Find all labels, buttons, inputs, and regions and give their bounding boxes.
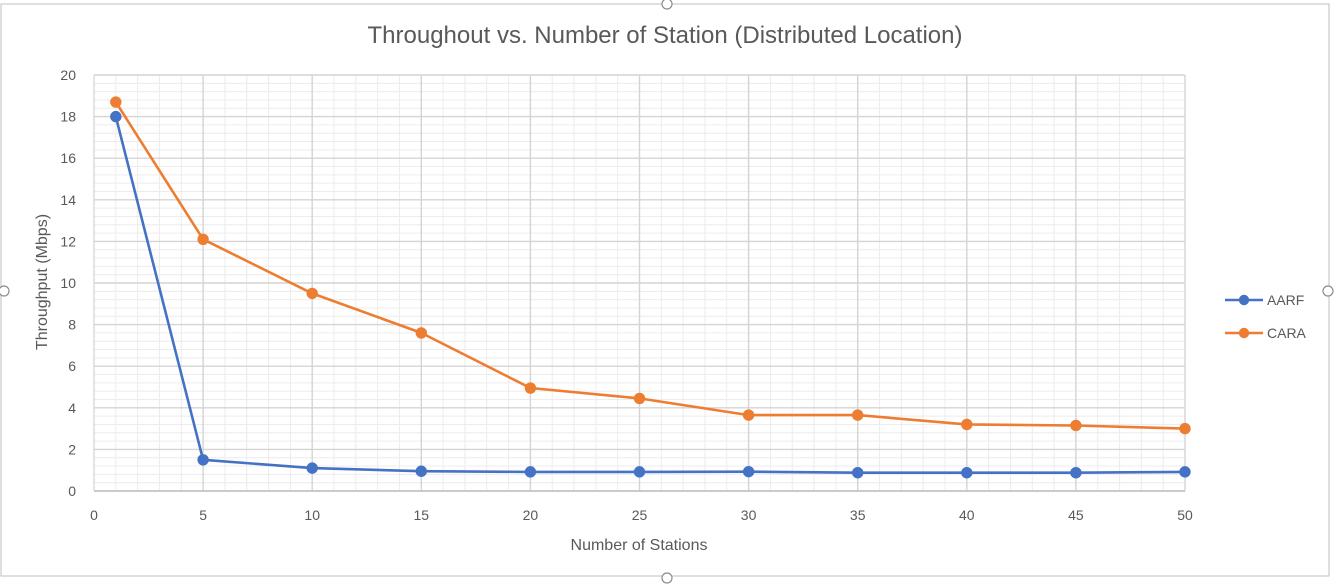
series-layer [110,96,1191,479]
data-point-aarf [1179,466,1191,478]
y-tick-label: 20 [60,67,76,83]
data-point-aarf [742,465,755,478]
data-point-aarf [110,110,122,123]
x-tick-label: 30 [741,507,757,523]
data-point-aarf [633,466,646,478]
chart-title: Throughout vs. Number of Station (Distri… [368,22,963,49]
data-point-cara [633,392,646,405]
x-tick-labels: 0 5 10 15 20 25 30 35 40 45 50 [90,507,1193,523]
y-tick-label: 2 [68,441,76,457]
legend-swatch-marker [1238,294,1250,306]
y-tick-label: 18 [60,109,76,125]
data-point-cara [852,409,864,421]
x-tick-label: 25 [632,507,648,523]
data-point-aarf [524,466,537,478]
data-point-cara [415,327,427,339]
x-tick-label: 35 [850,507,866,523]
data-point-cara [110,96,122,108]
x-tick-label: 0 [90,507,98,523]
data-point-aarf [415,465,427,477]
y-axis-title: Throughput (Mbps) [34,214,51,350]
y-tick-label: 6 [68,358,76,374]
data-point-cara [961,418,973,431]
x-tick-label: 40 [959,507,975,523]
x-tick-label: 10 [304,507,320,523]
y-tick-label: 16 [60,150,76,166]
resize-handle-left[interactable] [0,285,10,297]
data-point-cara [306,287,318,300]
y-tick-labels: 0 2 4 6 8 10 12 14 16 18 20 [60,67,76,499]
resize-handle-bottom[interactable] [661,572,673,584]
y-tick-label: 4 [68,400,76,416]
data-point-cara [742,409,755,421]
data-point-cara [197,233,209,246]
data-point-cara [524,382,537,394]
x-tick-label: 5 [199,507,207,523]
x-axis-title: Number of Stations [571,537,708,554]
legend: AARF CARA [1225,292,1307,341]
chart-border [0,3,1330,577]
data-point-aarf [852,466,864,479]
resize-handle-right[interactable] [1322,285,1334,297]
resize-handle-top[interactable] [661,0,673,10]
y-tick-label: 8 [68,317,76,333]
data-point-aarf [961,466,973,479]
legend-label-cara: CARA [1267,325,1307,341]
legend-swatch-marker [1238,327,1250,339]
data-point-cara [1070,419,1082,432]
x-tick-label: 20 [523,507,539,523]
x-tick-label: 50 [1177,507,1193,523]
data-point-aarf [306,462,318,474]
data-point-aarf [1070,466,1082,479]
data-point-cara [1179,422,1191,435]
axes [93,75,1185,492]
x-tick-label: 45 [1068,507,1084,523]
y-tick-label: 14 [60,192,76,208]
y-tick-label: 0 [68,483,76,499]
legend-label-aarf: AARF [1267,292,1304,308]
x-tick-label: 15 [414,507,430,523]
y-tick-label: 12 [60,233,76,249]
data-point-aarf [197,454,209,466]
y-tick-label: 10 [60,275,76,291]
